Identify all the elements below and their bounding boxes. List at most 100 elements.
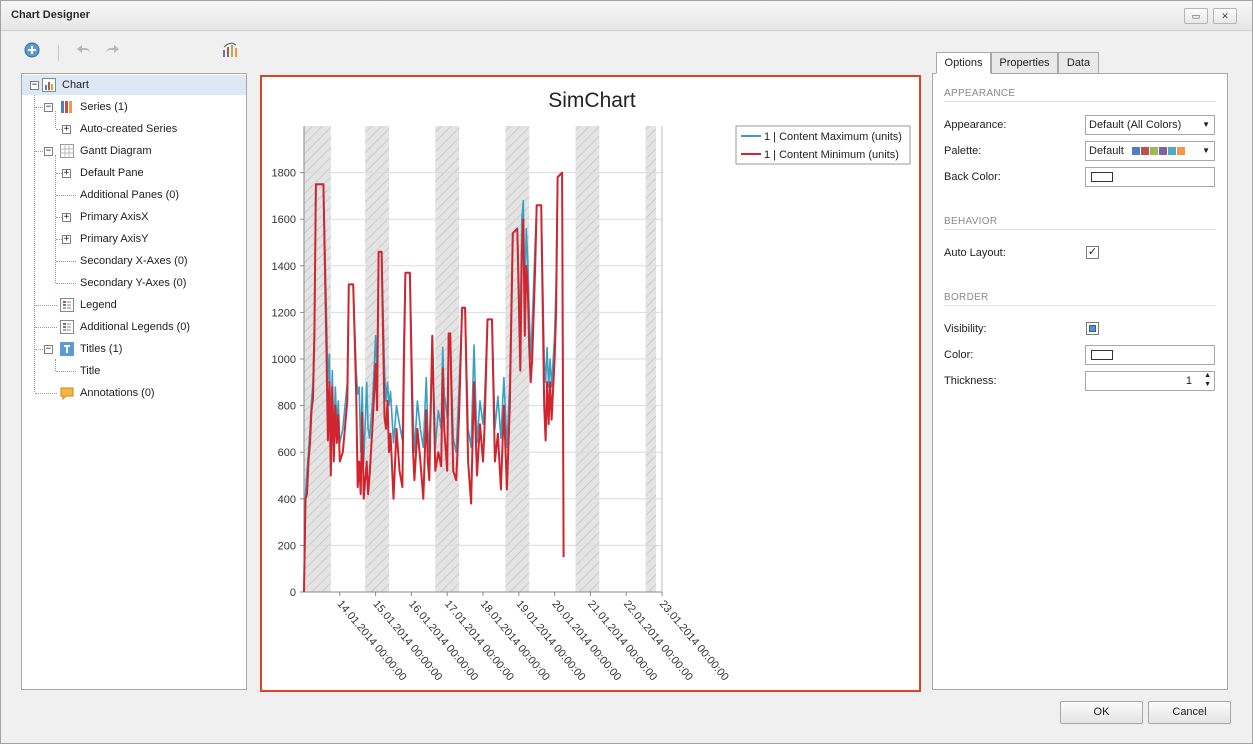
section-behavior: BEHAVIOR bbox=[944, 216, 998, 227]
expand-toggle[interactable]: + bbox=[62, 168, 71, 178]
collapse-toggle[interactable]: − bbox=[44, 102, 53, 112]
x-tick-label: 21.01.2014 00:00:00 bbox=[585, 598, 659, 683]
tree-node-label: Title bbox=[80, 365, 101, 377]
chart-wizard-icon[interactable] bbox=[219, 39, 241, 61]
palette-swatches bbox=[1131, 145, 1186, 157]
back-color-label: Back Color: bbox=[944, 171, 1001, 183]
chart-canvas: 0 200 400 600 800 1000 1200 1400 1600 1800 14.01.… bbox=[272, 89, 911, 683]
auto-layout-label: Auto Layout: bbox=[944, 247, 1006, 259]
add-circle-icon[interactable] bbox=[21, 39, 43, 61]
chart-legend[interactable]: 1 | Content Maximum (units) 1 | Content … bbox=[735, 125, 911, 165]
tree-node-label: Primary AxisY bbox=[80, 233, 149, 245]
x-tick-label: 15.01.2014 00:00:00 bbox=[370, 598, 444, 683]
dropdown-arrow-icon: ▼ bbox=[1202, 146, 1210, 155]
y-tick-label: 1800 bbox=[272, 168, 296, 180]
tree-node-label: Chart bbox=[62, 79, 89, 91]
palette-select[interactable]: Default ▼ bbox=[1085, 141, 1215, 161]
x-tick-label: 22.01.2014 00:00:00 bbox=[621, 598, 695, 683]
dropdown-arrow-icon: ▼ bbox=[1202, 120, 1210, 129]
chart-icon bbox=[42, 78, 56, 92]
chart-element-tree: − Chart − Series (1) + Auto-created Seri… bbox=[21, 73, 247, 690]
series-icon bbox=[61, 101, 72, 113]
spin-arrows-icon[interactable]: ▲ ▼ bbox=[1204, 372, 1211, 388]
legend-icon bbox=[60, 298, 74, 312]
x-tick-label: 23.01.2014 00:00:00 bbox=[657, 598, 731, 683]
y-tick-label: 1400 bbox=[272, 261, 296, 273]
tree-node-label: Additional Legends (0) bbox=[80, 321, 191, 333]
back-color-picker[interactable] bbox=[1085, 167, 1215, 187]
expand-toggle[interactable]: + bbox=[62, 212, 71, 222]
border-color-picker[interactable] bbox=[1085, 345, 1215, 365]
tab-properties[interactable]: Properties bbox=[991, 52, 1058, 74]
collapse-toggle[interactable]: − bbox=[30, 80, 39, 90]
toolbar bbox=[21, 39, 251, 61]
section-appearance: APPEARANCE bbox=[944, 88, 1016, 99]
palette-value: Default bbox=[1089, 145, 1124, 157]
legend-frame bbox=[735, 125, 911, 165]
border-color-label: Color: bbox=[944, 349, 974, 361]
title-icon bbox=[60, 342, 74, 356]
tree-connector bbox=[34, 89, 35, 392]
ok-button[interactable]: OK bbox=[1060, 701, 1143, 724]
tree-connector bbox=[56, 371, 76, 372]
section-divider bbox=[944, 101, 1216, 102]
tree-connector bbox=[56, 217, 62, 218]
palette-swatch bbox=[1140, 147, 1149, 155]
appearance-value: Default (All Colors) bbox=[1089, 119, 1182, 131]
tree-connector bbox=[55, 359, 56, 371]
tree-connector bbox=[35, 327, 57, 328]
tree-connector bbox=[35, 393, 57, 394]
y-tick-label: 1000 bbox=[272, 354, 296, 366]
tree-connector bbox=[55, 155, 56, 283]
thickness-spinner[interactable]: 1 ▲ ▼ bbox=[1085, 371, 1215, 391]
visibility-checkbox[interactable] bbox=[1086, 322, 1099, 335]
tree-node-label: Default Pane bbox=[80, 167, 144, 179]
color-swatch bbox=[1091, 350, 1113, 360]
tree-node-label: Secondary Y-Axes (0) bbox=[80, 277, 187, 289]
cancel-button[interactable]: Cancel bbox=[1148, 701, 1231, 724]
palette-swatch bbox=[1176, 147, 1185, 155]
tree-connector bbox=[56, 173, 62, 174]
section-border: BORDER bbox=[944, 292, 989, 303]
x-tick-label: 18.01.2014 00:00:00 bbox=[478, 598, 552, 683]
redo-icon[interactable] bbox=[101, 39, 123, 61]
legend-icon bbox=[60, 320, 74, 334]
tree-connector bbox=[56, 261, 76, 262]
palette-swatch bbox=[1149, 147, 1158, 155]
annotation-icon bbox=[60, 387, 74, 400]
x-tick-label: 20.01.2014 00:00:00 bbox=[549, 598, 623, 683]
collapse-toggle[interactable]: − bbox=[44, 344, 53, 354]
maximize-button[interactable]: ▭ bbox=[1184, 8, 1208, 24]
palette-swatch bbox=[1131, 147, 1140, 155]
tree-connector bbox=[35, 305, 57, 306]
expand-toggle[interactable]: + bbox=[62, 234, 71, 244]
palette-swatch bbox=[1158, 147, 1167, 155]
y-tick-label: 800 bbox=[278, 401, 296, 413]
auto-layout-checkbox[interactable]: ✓ bbox=[1086, 246, 1099, 259]
close-button[interactable]: ✕ bbox=[1213, 8, 1237, 24]
chart-title[interactable]: SimChart bbox=[548, 89, 636, 112]
appearance-select[interactable]: Default (All Colors) ▼ bbox=[1085, 115, 1215, 135]
palette-swatch bbox=[1167, 147, 1176, 155]
collapse-toggle[interactable]: − bbox=[44, 146, 53, 156]
tab-data[interactable]: Data bbox=[1058, 52, 1099, 74]
tree-connector bbox=[35, 107, 43, 108]
appearance-label: Appearance: bbox=[944, 119, 1007, 131]
tab-options[interactable]: Options bbox=[936, 52, 991, 74]
tree-node-label: Titles (1) bbox=[80, 343, 123, 355]
expand-toggle[interactable]: + bbox=[62, 124, 71, 134]
x-tick-label: 16.01.2014 00:00:00 bbox=[406, 598, 480, 683]
undo-icon[interactable] bbox=[73, 39, 95, 61]
chart-preview[interactable]: 0 200 400 600 800 1000 1200 1400 1600 1800 14.01.… bbox=[260, 75, 921, 692]
tree-connector bbox=[56, 129, 62, 130]
tree-node-chart[interactable]: − Chart bbox=[22, 75, 246, 95]
tree-node-label: Legend bbox=[80, 299, 117, 311]
tree-node-label: Auto-created Series bbox=[80, 123, 178, 135]
toolbar-separator bbox=[58, 45, 59, 61]
tree-node-label: Annotations (0) bbox=[80, 387, 155, 399]
x-tick-label: 19.01.2014 00:00:00 bbox=[514, 598, 588, 683]
x-tick-label: 17.01.2014 00:00:00 bbox=[442, 598, 516, 683]
color-swatch bbox=[1091, 172, 1113, 182]
series-line-content-minimum bbox=[303, 171, 565, 593]
